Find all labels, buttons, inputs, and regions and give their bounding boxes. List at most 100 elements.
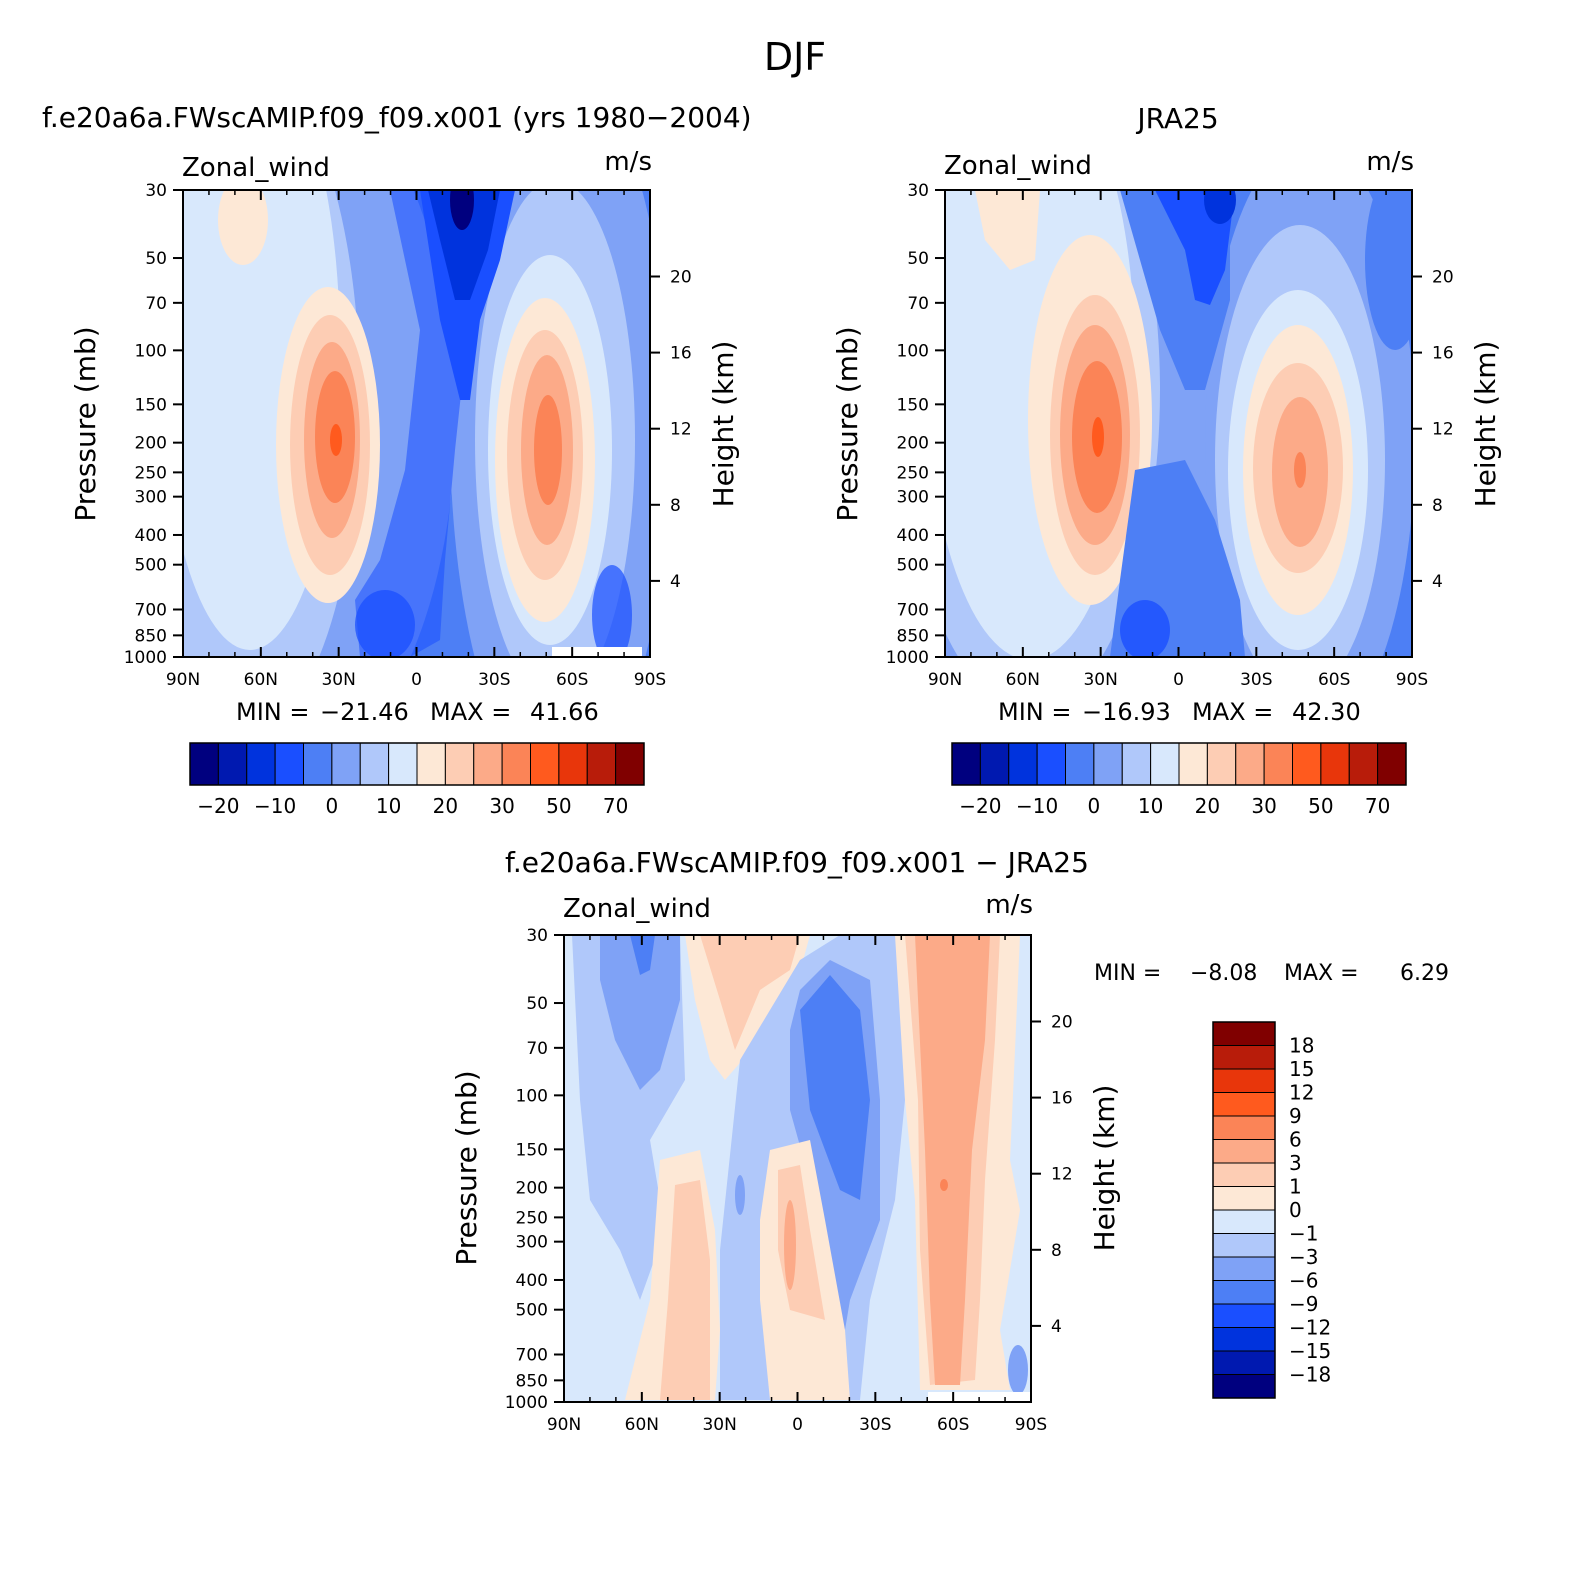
stats-max-label: MAX = [1284,961,1359,986]
colorbar-box [1377,742,1407,786]
y-tick-label: 300 [516,1233,548,1253]
colorbar-label: 70 [603,794,628,818]
colorbar-box [1065,742,1095,786]
colorbar-label: −6 [1289,1269,1318,1293]
colorbar-label: 12 [1289,1081,1314,1105]
y-tick-label: 150 [897,395,929,415]
stats-min: −8.08 [1190,961,1257,986]
band-40-jet-n [1092,417,1104,457]
band-neg20 [428,190,500,300]
colorbar-box [1008,742,1038,786]
x-tick-label: 60N [244,670,278,690]
units-label: m/s [985,890,1033,920]
x-tick-label: 30N [1083,670,1117,690]
colorbar-frame [189,742,645,786]
y-tick-label: 50 [145,249,167,269]
colorbar-box [1320,742,1350,786]
colorbar-box [1212,1045,1276,1070]
colorbar-box [1235,742,1265,786]
band-neg15 [1204,190,1236,224]
stats-max: 42.30 [1292,698,1361,726]
band-min [450,190,474,230]
colorbar-box [331,742,361,786]
y-tick-label-right: 4 [670,572,681,592]
y-tick-label: 500 [897,556,929,576]
band-neg6-eq [735,1175,745,1215]
y-tick-label: 250 [897,463,929,483]
y-tick-label: 250 [516,1208,548,1228]
axes: 90N 60N 30N 0 30S 60S 90S 30 50 70 100 150 200 250 300… [124,181,692,690]
colorbar-box [558,742,588,786]
variable-label: Zonal_wind [944,151,1092,181]
colorbar-box [388,742,418,786]
colorbar-label: 70 [1365,794,1390,818]
y-axis-label: Pressure (mb) [831,326,864,521]
y-tick-label: 700 [897,600,929,620]
colorbar-frame [951,742,1407,786]
colorbar-label: −12 [1289,1316,1331,1340]
colorbar-label: −10 [254,794,296,818]
y-tick-label-right: 16 [1432,344,1454,364]
band-neg10-ant [592,565,632,657]
colorbar-box [951,742,981,786]
stats-max: 6.29 [1400,961,1449,986]
units-label: m/s [1366,147,1414,177]
x-tick-label: 90S [1396,670,1428,690]
y-tick-label: 30 [907,181,929,201]
axes: 90N 60N 30N 0 30S 60S 90S 30 50 70 100 150 200 250 300… [886,181,1454,690]
y-tick-label: 850 [897,626,929,646]
band-40-jet-n [330,424,342,456]
colorbar-box [1212,1256,1276,1281]
colorbar: −20 −10 0 10 20 30 50 70 [951,742,1407,818]
colorbar-box [1212,1350,1276,1375]
colorbar-box [1212,1092,1276,1117]
colorbar-label: 30 [489,794,514,818]
colorbar: −20 −10 0 10 20 30 50 70 [189,742,645,818]
panel-difference: f.e20a6a.FWscAMIP.f09_f09.x001 − JRA25 [450,846,1449,1435]
y-tick-label-right: 20 [670,267,692,287]
colorbar-box [1212,1162,1276,1187]
stats-min: −16.93 [1082,698,1171,726]
band-neg10-surf [1120,600,1170,657]
x-tick-label: 0 [411,670,422,690]
panel-model: f.e20a6a.FWscAMIP.f09_f09.x001 (yrs 1980… [42,101,752,818]
band-neg9-mid [800,975,870,1200]
colorbar-label: −3 [1289,1245,1318,1269]
colorbar-box [1093,742,1123,786]
y-tick-label: 500 [516,1301,548,1321]
band-3-strat [700,935,800,1050]
colorbar-box [1292,742,1322,786]
colorbar-box [501,742,531,786]
colorbar-label: −10 [1016,794,1058,818]
units-label: m/s [604,147,652,177]
band-neg10-surf [355,590,415,657]
colorbar-box [1150,742,1180,786]
y-tick-label-right: 20 [1051,1012,1073,1032]
x-tick-label: 60N [1006,670,1040,690]
colorbar-label: 18 [1289,1034,1314,1058]
y-tick-label: 100 [897,341,929,361]
x-tick-label: 60S [1318,670,1350,690]
colorbar-box [1212,1186,1276,1211]
colorbar-box [530,742,560,786]
colorbar-label: −15 [1289,1339,1331,1363]
colorbar-box [1348,742,1379,786]
y-tick-label: 50 [526,994,548,1014]
x-tick-label: 0 [792,1415,803,1435]
stats-min-label: MIN = [236,698,309,726]
band-neg10-south [1365,190,1412,350]
stats-max-label: MAX = [1192,698,1273,726]
y-tick-label: 70 [145,294,167,314]
x-tick-label: 90N [928,670,962,690]
colorbar-box [1036,742,1066,786]
y-tick-label-right: 16 [670,344,692,364]
y-tick-label: 200 [516,1179,548,1199]
colorbar-box [1121,742,1152,786]
colorbar-box [1178,742,1208,786]
colorbar-label: 1 [1289,1175,1302,1199]
y-tick-label-right: 8 [1432,496,1443,516]
colorbar-label: −20 [959,794,1001,818]
x-tick-label: 30N [321,670,355,690]
y-axis-label-right: Height (km) [707,341,740,508]
